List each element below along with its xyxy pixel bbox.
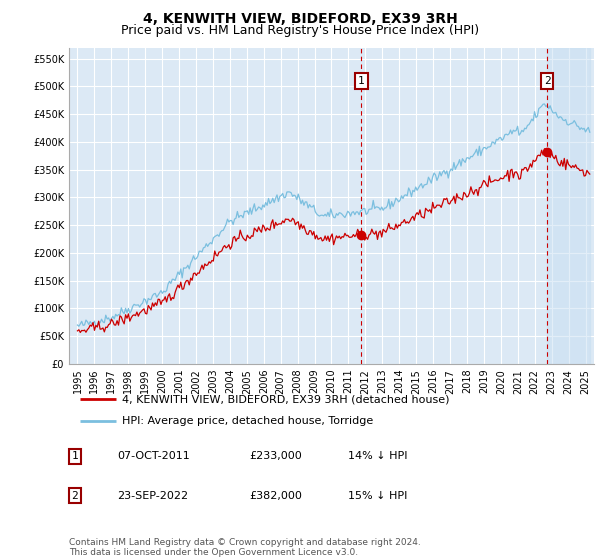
- Text: 14% ↓ HPI: 14% ↓ HPI: [348, 451, 407, 461]
- Text: HPI: Average price, detached house, Torridge: HPI: Average price, detached house, Torr…: [121, 416, 373, 426]
- Text: 15% ↓ HPI: 15% ↓ HPI: [348, 491, 407, 501]
- Text: 1: 1: [71, 451, 79, 461]
- Text: 2: 2: [544, 76, 550, 86]
- Text: 23-SEP-2022: 23-SEP-2022: [117, 491, 188, 501]
- Text: 4, KENWITH VIEW, BIDEFORD, EX39 3RH (detached house): 4, KENWITH VIEW, BIDEFORD, EX39 3RH (det…: [121, 394, 449, 404]
- Text: 2: 2: [71, 491, 79, 501]
- Text: £382,000: £382,000: [249, 491, 302, 501]
- Text: £233,000: £233,000: [249, 451, 302, 461]
- Text: Price paid vs. HM Land Registry's House Price Index (HPI): Price paid vs. HM Land Registry's House …: [121, 24, 479, 36]
- Text: 4, KENWITH VIEW, BIDEFORD, EX39 3RH: 4, KENWITH VIEW, BIDEFORD, EX39 3RH: [143, 12, 457, 26]
- Text: Contains HM Land Registry data © Crown copyright and database right 2024.
This d: Contains HM Land Registry data © Crown c…: [69, 538, 421, 557]
- Text: 07-OCT-2011: 07-OCT-2011: [117, 451, 190, 461]
- Text: 1: 1: [358, 76, 365, 86]
